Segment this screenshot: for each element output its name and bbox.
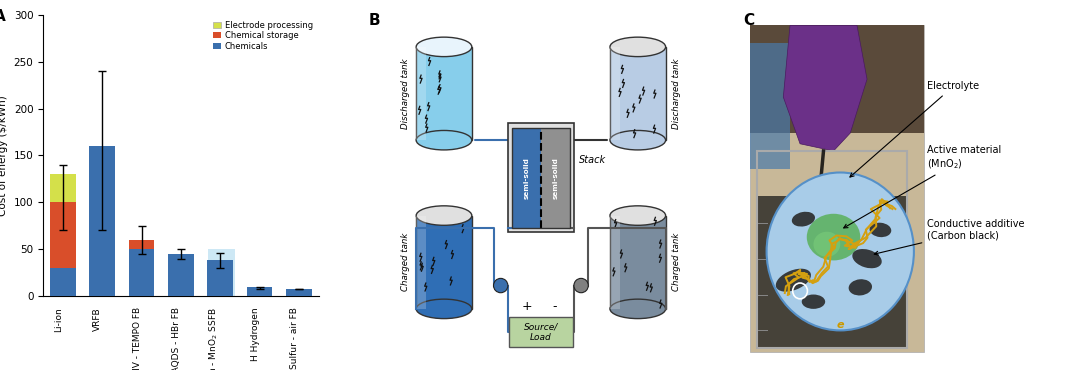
- Text: e: e: [837, 320, 843, 330]
- Text: -: -: [552, 300, 557, 313]
- Bar: [207, 260, 233, 296]
- FancyBboxPatch shape: [416, 47, 427, 140]
- Y-axis label: Cost of energy ($/kWh): Cost of energy ($/kWh): [0, 95, 9, 216]
- Text: Source/
Load: Source/ Load: [524, 323, 558, 342]
- FancyBboxPatch shape: [610, 216, 665, 309]
- Ellipse shape: [610, 131, 665, 150]
- Ellipse shape: [852, 249, 881, 268]
- Ellipse shape: [813, 232, 840, 257]
- Legend: Electrode processing, Chemical storage, Chemicals: Electrode processing, Chemical storage, …: [212, 19, 314, 53]
- FancyBboxPatch shape: [750, 25, 924, 133]
- Ellipse shape: [610, 206, 665, 225]
- Bar: [129, 249, 154, 296]
- Text: Stack: Stack: [579, 155, 606, 165]
- Ellipse shape: [849, 279, 872, 296]
- FancyBboxPatch shape: [509, 317, 573, 347]
- FancyBboxPatch shape: [610, 216, 620, 309]
- FancyBboxPatch shape: [610, 47, 620, 140]
- Text: H Hydrogen: H Hydrogen: [251, 307, 259, 361]
- FancyBboxPatch shape: [416, 216, 427, 309]
- Bar: [50, 174, 76, 202]
- Text: Discharged tank: Discharged tank: [672, 58, 681, 129]
- Ellipse shape: [416, 299, 472, 319]
- Bar: [90, 146, 114, 296]
- Ellipse shape: [807, 214, 861, 260]
- FancyBboxPatch shape: [750, 43, 791, 169]
- Text: semi-solid: semi-solid: [524, 157, 529, 199]
- Text: semi-solid: semi-solid: [552, 157, 558, 199]
- Bar: [129, 240, 154, 249]
- Ellipse shape: [416, 37, 472, 57]
- Bar: [168, 254, 193, 296]
- Text: Discharged tank: Discharged tank: [401, 58, 409, 129]
- Polygon shape: [783, 25, 867, 151]
- Bar: [286, 289, 312, 296]
- Text: C: C: [743, 13, 754, 28]
- Ellipse shape: [801, 295, 825, 309]
- FancyBboxPatch shape: [758, 196, 905, 347]
- Ellipse shape: [416, 206, 472, 225]
- Ellipse shape: [869, 223, 891, 237]
- Text: A: A: [0, 9, 5, 24]
- Text: +: +: [522, 300, 532, 313]
- Text: MV - TEMPO FB: MV - TEMPO FB: [133, 307, 141, 370]
- FancyBboxPatch shape: [416, 47, 472, 140]
- Bar: [247, 287, 272, 296]
- Text: Charged tank: Charged tank: [401, 233, 409, 292]
- Circle shape: [573, 278, 589, 293]
- Text: Sulfur - air FB: Sulfur - air FB: [289, 307, 299, 369]
- Text: Li-ion: Li-ion: [54, 307, 63, 332]
- Bar: [50, 202, 76, 268]
- Text: Zn - MnO$_2$ SSFB: Zn - MnO$_2$ SSFB: [207, 307, 220, 370]
- Circle shape: [767, 172, 914, 330]
- Ellipse shape: [792, 212, 815, 226]
- FancyBboxPatch shape: [610, 47, 665, 140]
- FancyBboxPatch shape: [512, 128, 541, 228]
- Text: Active material
(MnO$_2$): Active material (MnO$_2$): [843, 145, 1001, 228]
- FancyBboxPatch shape: [541, 128, 569, 228]
- FancyBboxPatch shape: [508, 123, 573, 232]
- Text: VRFB: VRFB: [93, 307, 103, 331]
- Text: Conductive additive
(Carbon black): Conductive additive (Carbon black): [875, 219, 1025, 255]
- FancyBboxPatch shape: [750, 25, 924, 352]
- Text: H AQDS - HBr FB: H AQDS - HBr FB: [172, 307, 180, 370]
- Bar: [50, 268, 76, 296]
- Ellipse shape: [775, 269, 811, 292]
- Text: Charged tank: Charged tank: [672, 233, 681, 292]
- Text: Electrolyte: Electrolyte: [850, 81, 980, 177]
- FancyBboxPatch shape: [416, 216, 472, 309]
- Ellipse shape: [610, 37, 665, 57]
- Text: B: B: [368, 13, 380, 28]
- Bar: [207, 249, 235, 296]
- Ellipse shape: [610, 299, 665, 319]
- Ellipse shape: [416, 131, 472, 150]
- Circle shape: [494, 278, 508, 293]
